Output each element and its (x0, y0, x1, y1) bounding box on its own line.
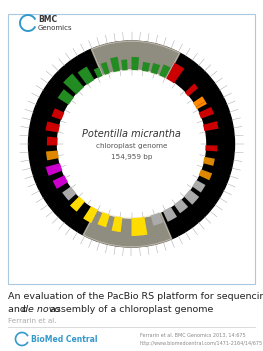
Wedge shape (185, 84, 198, 97)
Wedge shape (159, 65, 170, 78)
Wedge shape (52, 108, 64, 120)
Wedge shape (199, 107, 214, 119)
Wedge shape (112, 216, 123, 232)
Wedge shape (151, 213, 163, 226)
Wedge shape (45, 121, 60, 132)
Wedge shape (132, 217, 148, 236)
Wedge shape (98, 212, 110, 227)
Wedge shape (121, 60, 128, 71)
Wedge shape (203, 157, 215, 166)
Wedge shape (46, 151, 59, 160)
Wedge shape (205, 145, 217, 152)
Wedge shape (203, 121, 219, 131)
Text: http://www.biomedcentral.com/1471-2164/14/675: http://www.biomedcentral.com/1471-2164/1… (140, 340, 263, 345)
Text: Ferrarin et al. BMC Genomics 2013, 14:675: Ferrarin et al. BMC Genomics 2013, 14:67… (140, 332, 246, 338)
FancyBboxPatch shape (8, 14, 255, 284)
Wedge shape (132, 57, 139, 70)
Text: BMC: BMC (38, 14, 57, 24)
Text: Potentilla micrantha: Potentilla micrantha (82, 129, 181, 139)
Wedge shape (63, 74, 84, 94)
Wedge shape (53, 175, 68, 189)
Wedge shape (199, 169, 212, 180)
Wedge shape (46, 163, 62, 176)
Text: Ferrarin et al.: Ferrarin et al. (8, 318, 57, 324)
Text: Genomics: Genomics (38, 25, 73, 31)
Wedge shape (196, 101, 207, 109)
Text: BioMed Central: BioMed Central (31, 335, 98, 344)
Wedge shape (142, 62, 150, 72)
Wedge shape (83, 206, 98, 223)
Wedge shape (166, 63, 184, 84)
Wedge shape (184, 190, 199, 205)
Text: chloroplast genome: chloroplast genome (96, 143, 167, 149)
Wedge shape (47, 137, 58, 145)
Text: and: and (8, 305, 29, 314)
Wedge shape (193, 96, 205, 107)
Text: de novo: de novo (22, 305, 60, 314)
Wedge shape (151, 63, 160, 74)
Wedge shape (83, 209, 172, 247)
Wedge shape (192, 180, 205, 193)
Wedge shape (163, 207, 177, 222)
Text: 154,959 bp: 154,959 bp (111, 154, 152, 160)
Wedge shape (174, 199, 188, 213)
Text: assembly of a chloroplast genome: assembly of a chloroplast genome (47, 305, 213, 314)
Wedge shape (110, 57, 120, 72)
Wedge shape (78, 66, 94, 85)
Wedge shape (62, 186, 77, 201)
Wedge shape (70, 196, 85, 212)
Wedge shape (94, 67, 103, 78)
Wedge shape (58, 89, 74, 105)
Wedge shape (101, 62, 110, 75)
Wedge shape (91, 41, 180, 79)
Text: An evaluation of the PacBio RS platform for sequencing: An evaluation of the PacBio RS platform … (8, 292, 263, 301)
Circle shape (58, 70, 205, 218)
